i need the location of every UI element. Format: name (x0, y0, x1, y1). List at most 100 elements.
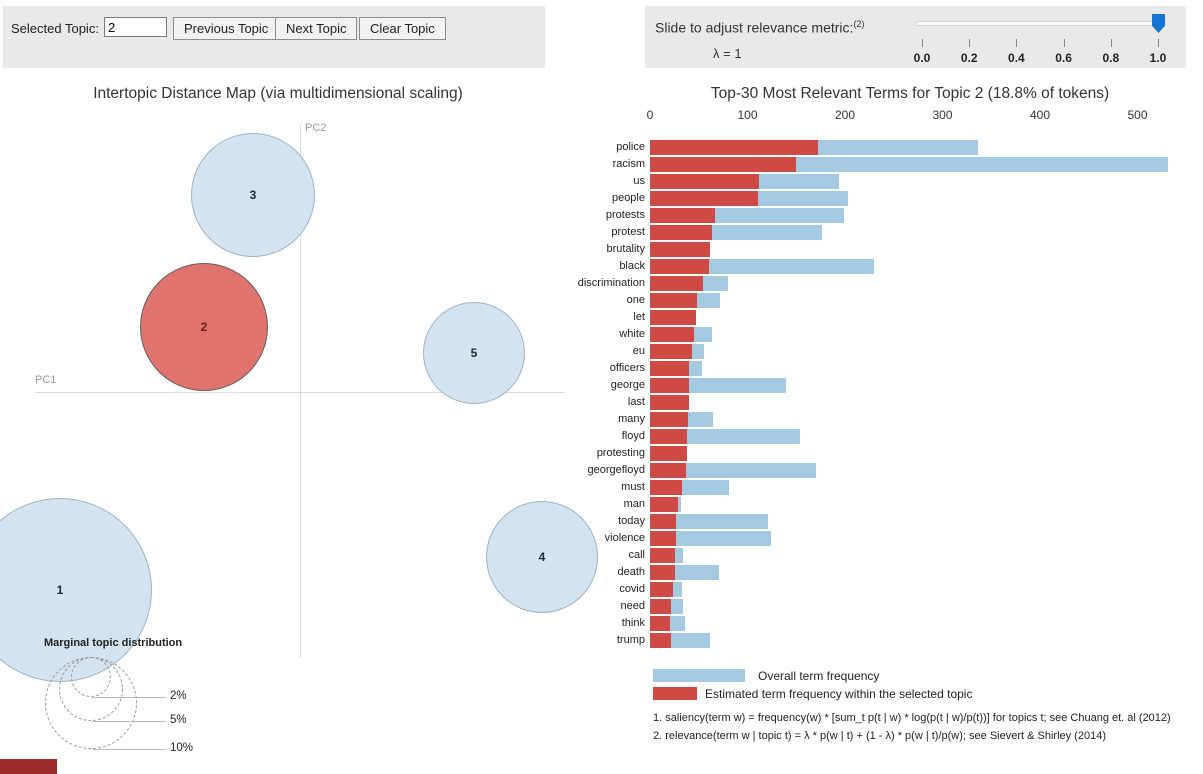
topic-circle-3[interactable]: 3 (191, 133, 315, 257)
topic-bar-today[interactable] (650, 514, 677, 529)
term-label-protest[interactable]: protest (611, 226, 645, 238)
topic-bar-protests[interactable] (650, 208, 716, 223)
term-label-racism[interactable]: racism (612, 158, 645, 170)
topic-bar-covid[interactable] (650, 582, 674, 597)
topic-bar-protesting[interactable] (650, 446, 688, 461)
lambda-value-label: λ = 1 (713, 46, 742, 61)
topic-bar-officers[interactable] (650, 361, 689, 376)
overall-bar-georgefloyd[interactable] (650, 463, 816, 478)
bottom-left-red-strip (0, 759, 57, 774)
topic-bar-last[interactable] (650, 395, 689, 410)
slider-tick-label: 0.6 (1055, 51, 1072, 65)
term-label-violence[interactable]: violence (604, 532, 645, 544)
term-label-today[interactable]: today (618, 515, 645, 527)
topic-bar-think[interactable] (650, 616, 671, 631)
term-label-think[interactable]: think (621, 617, 645, 629)
topic-bar-eu[interactable] (650, 344, 692, 359)
topic-circle-5[interactable]: 5 (423, 302, 525, 404)
footnote-saliency: 1. saliency(term w) = frequency(w) * [su… (653, 712, 1171, 724)
term-label-call[interactable]: call (628, 549, 645, 561)
term-row-covid: covid (535, 581, 1203, 598)
next-topic-button[interactable]: Next Topic (275, 17, 358, 40)
topic-circle-1[interactable]: 1 (0, 498, 152, 682)
topic-bar-black[interactable] (650, 259, 709, 274)
term-label-covid[interactable]: covid (619, 583, 645, 595)
term-row-racism: racism (535, 156, 1203, 173)
term-row-people: people (535, 190, 1203, 207)
term-label-discrimination[interactable]: discrimination (577, 277, 645, 289)
topic-bar-man[interactable] (650, 497, 679, 512)
overall-bar-today[interactable] (650, 514, 768, 529)
term-label-georgefloyd[interactable]: georgefloyd (587, 464, 646, 476)
topic-circle-4[interactable]: 4 (486, 501, 598, 613)
term-label-george[interactable]: george (610, 379, 645, 391)
term-label-need[interactable]: need (620, 600, 645, 612)
term-row-floyd: floyd (535, 428, 1203, 445)
term-label-us[interactable]: us (633, 175, 645, 187)
term-label-floyd[interactable]: floyd (621, 430, 645, 442)
topic-bar-protest[interactable] (650, 225, 713, 240)
term-label-white[interactable]: white (619, 328, 645, 340)
term-row-protests: protests (535, 207, 1203, 224)
footnote-relevance: 2. relevance(term w | topic t) = λ * p(w… (653, 730, 1106, 742)
slider-tick-label: 0.0 (913, 51, 931, 65)
term-label-many[interactable]: many (618, 413, 645, 425)
topic-bar-violence[interactable] (650, 531, 677, 546)
term-label-must[interactable]: must (621, 481, 645, 493)
term-label-last[interactable]: last (627, 396, 645, 408)
overall-frequency-label: Overall term frequency (758, 669, 880, 683)
topic-bar-racism[interactable] (650, 157, 797, 172)
term-row-violence: violence (535, 530, 1203, 547)
term-label-man[interactable]: man (623, 498, 645, 510)
topic-bar-us[interactable] (650, 174, 760, 189)
topic-frequency-label: Estimated term frequency within the sele… (705, 687, 973, 701)
previous-topic-button[interactable]: Previous Topic (173, 17, 280, 40)
term-label-let[interactable]: let (633, 311, 645, 323)
topic-bar-must[interactable] (650, 480, 683, 495)
topic-bar-floyd[interactable] (650, 429, 688, 444)
term-label-eu[interactable]: eu (632, 345, 645, 357)
topic-bar-call[interactable] (650, 548, 676, 563)
x-axis-tick-200: 200 (834, 108, 856, 122)
topic-bar-many[interactable] (650, 412, 689, 427)
slider-tick-mark (1158, 39, 1159, 47)
topic-bar-people[interactable] (650, 191, 759, 206)
slider-track[interactable] (916, 21, 1165, 26)
slider-handle[interactable] (1152, 14, 1165, 33)
topic-bar-brutality[interactable] (650, 242, 711, 257)
topic-bar-death[interactable] (650, 565, 676, 580)
topic-circle-2[interactable]: 2 (140, 263, 268, 391)
topic-bar-georgefloyd[interactable] (650, 463, 687, 478)
topic-bar-white[interactable] (650, 327, 694, 342)
overall-bar-floyd[interactable] (650, 429, 801, 444)
term-row-last: last (535, 394, 1203, 411)
slider-tick-mark (1110, 39, 1112, 47)
term-label-black[interactable]: black (619, 260, 645, 272)
size-legend-label-10%: 10% (170, 742, 194, 754)
topic-bar-let[interactable] (650, 310, 696, 325)
topic-bar-trump[interactable] (650, 633, 672, 648)
term-label-one[interactable]: one (626, 294, 645, 306)
term-row-george: george (535, 377, 1203, 394)
term-row-discrimination: discrimination (535, 275, 1203, 292)
topic-bar-police[interactable] (650, 140, 818, 155)
term-row-officers: officers (535, 360, 1203, 377)
slider-tick-label: 0.2 (960, 51, 978, 65)
overall-bar-violence[interactable] (650, 531, 771, 546)
term-label-officers[interactable]: officers (609, 362, 645, 374)
clear-topic-button[interactable]: Clear Topic (359, 17, 446, 40)
term-label-protesting[interactable]: protesting (596, 447, 645, 459)
term-row-must: must (535, 479, 1203, 496)
term-label-brutality[interactable]: brutality (606, 243, 645, 255)
size-legend-circle-2% (71, 657, 111, 697)
term-label-police[interactable]: police (616, 141, 645, 153)
topic-bar-one[interactable] (650, 293, 697, 308)
topic-bar-discrimination[interactable] (650, 276, 703, 291)
term-label-death[interactable]: death (617, 566, 645, 578)
term-label-trump[interactable]: trump (616, 634, 645, 646)
topic-bar-need[interactable] (650, 599, 672, 614)
selected-topic-input[interactable] (104, 17, 167, 37)
term-label-people[interactable]: people (611, 192, 645, 204)
topic-bar-george[interactable] (650, 378, 689, 393)
term-label-protests[interactable]: protests (605, 209, 645, 221)
